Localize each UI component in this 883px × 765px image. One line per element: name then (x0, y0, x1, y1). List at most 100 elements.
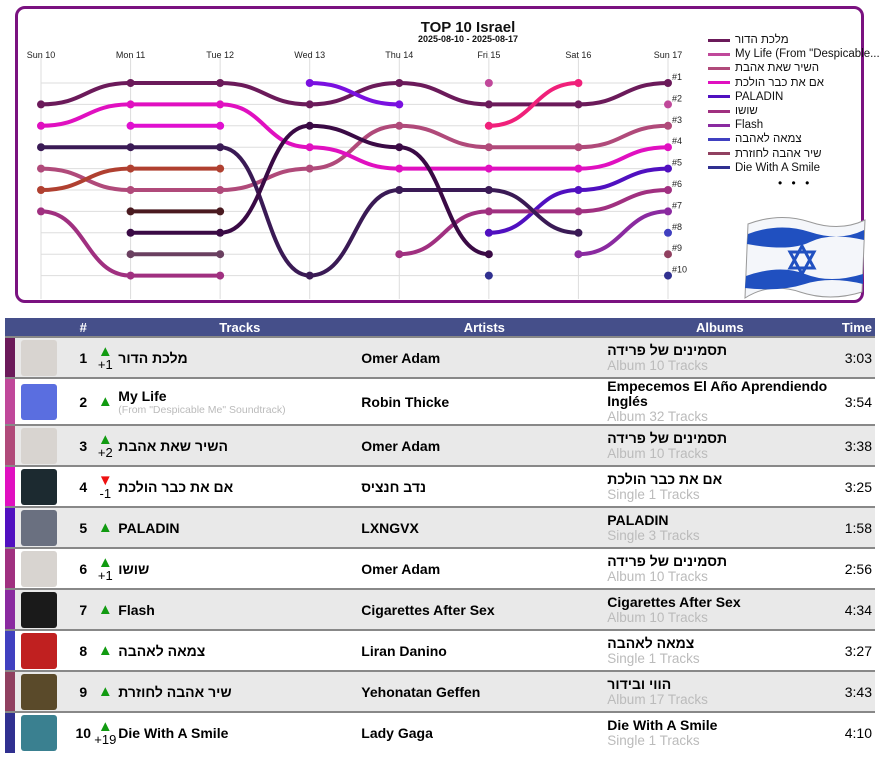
series-line (486, 81, 581, 128)
legend-item[interactable]: צמאה לאהבה (708, 132, 880, 146)
track-time: 3:25 (832, 465, 875, 507)
album-cover[interactable] (21, 591, 57, 628)
artist-name[interactable]: Omer Adam (361, 547, 608, 589)
track-title[interactable]: Flash (118, 601, 155, 618)
table-row[interactable]: 5 ▲ PALADIN LXNGVX PALADIN Single 3 Track… (5, 506, 875, 548)
data-point (574, 228, 583, 237)
legend-swatch (708, 81, 730, 85)
artist-name[interactable]: Liran Danino (361, 629, 608, 671)
album-title[interactable]: Die With A Smile (607, 717, 718, 733)
album-cover[interactable] (21, 427, 57, 464)
artist-name[interactable]: LXNGVX (361, 506, 608, 548)
artist-name[interactable]: Lady Gaga (361, 711, 608, 753)
table-row[interactable]: 6 ▲ +1 שושו Omer Adam תסמינים של פרידה Alb… (5, 547, 875, 589)
chart-legend: מלכת הדור My Life (From "Despicable... השי… (708, 33, 880, 175)
track-time: 3:27 (832, 629, 875, 671)
track-time: 4:34 (832, 588, 875, 630)
artist-name[interactable]: נדב חנציס (361, 465, 608, 507)
album-title[interactable]: הווי ובידור (607, 675, 672, 692)
color-strip (5, 711, 15, 753)
legend-more[interactable]: • • • (778, 176, 813, 190)
artist-name[interactable]: Yehonatan Geffen (361, 670, 608, 712)
table-row[interactable]: 2 ▲ My Life (From "Despicable Me" Soundtr… (5, 377, 875, 425)
track-title[interactable]: אם את כבר הולכת (118, 478, 234, 495)
artist-name[interactable]: Omer Adam (361, 424, 608, 466)
album-cover[interactable] (21, 550, 57, 587)
legend-label: שיר אהבה לחוזרת (735, 147, 822, 160)
album-title[interactable]: צמאה לאהבה (607, 634, 695, 651)
album-title[interactable]: תסמינים של פרידה (607, 429, 728, 446)
rank: 10 (74, 711, 93, 753)
artist-name[interactable]: Robin Thicke (361, 377, 608, 425)
artist-name[interactable]: Omer Adam (361, 336, 608, 378)
legend-item[interactable]: אם את כבר הולכת (708, 76, 880, 90)
table-row[interactable]: 10 ▲ +19 Die With A Smile Lady Gaga Die W… (5, 711, 875, 753)
album-cover[interactable] (21, 468, 57, 505)
data-point (126, 207, 135, 216)
table-row[interactable]: 7 ▲ Flash Cigarettes After Sex Cigarette… (5, 588, 875, 630)
album-cover[interactable] (21, 509, 57, 546)
rank: 5 (74, 506, 93, 548)
legend-label: Die With A Smile (735, 161, 820, 174)
track-title[interactable]: שיר אהבה לחוזרת (118, 683, 232, 700)
data-point (664, 271, 672, 280)
table-row[interactable]: 1 ▲ +1 מלכת הדור Omer Adam תסמינים של פרי… (5, 336, 875, 378)
legend-item[interactable]: PALADIN (708, 90, 880, 104)
chart-title: TOP 10 Israel (421, 19, 516, 36)
legend-item[interactable]: שיר אהבה לחוזרת (708, 147, 880, 161)
table-row[interactable]: 8 ▲ צמאה לאהבה Liran Danino צמאה לאהבה Si… (5, 629, 875, 671)
track-title[interactable]: מלכת הדור (118, 349, 188, 366)
album-info: Album 10 Tracks (607, 357, 708, 373)
legend-item[interactable]: My Life (From "Despicable... (708, 47, 880, 61)
track-title[interactable]: PALADIN (118, 519, 180, 536)
table-row[interactable]: 3 ▲ +2 השיר שאת אהבת Omer Adam תסמינים של… (5, 424, 875, 466)
table-row[interactable]: 4 ▼ -1 אם את כבר הולכת נדב חנציס אם את כב… (5, 465, 875, 507)
album-cover[interactable] (21, 715, 57, 751)
arrow-up-icon: ▲ (97, 683, 113, 700)
rank: 6 (74, 547, 93, 589)
header-artists[interactable]: Artists (361, 318, 608, 337)
data-point (37, 164, 45, 173)
data-point (395, 143, 404, 152)
album-title[interactable]: תסמינים של פרידה (607, 341, 728, 358)
header-time[interactable]: Time (832, 318, 875, 337)
album-cover[interactable] (21, 383, 57, 420)
track-title[interactable]: My Life (118, 387, 167, 404)
album-cover[interactable] (21, 673, 57, 710)
track-title[interactable]: צמאה לאהבה (118, 642, 206, 659)
legend-item[interactable]: שושו (708, 104, 880, 118)
table-row[interactable]: 9 ▲ שיר אהבה לחוזרת Yehonatan Geffen הוו… (5, 670, 875, 712)
x-tick-label: Sun 17 (654, 50, 683, 60)
header-num[interactable]: # (74, 318, 93, 337)
header-tracks[interactable]: Tracks (118, 318, 362, 337)
track-title[interactable]: שושו (118, 560, 150, 577)
album-title[interactable]: PALADIN (607, 511, 669, 528)
data-point (574, 143, 583, 152)
album-title[interactable]: Empecemos El Año Aprendiendo Inglés (607, 378, 828, 409)
data-point (664, 207, 672, 216)
series-line (39, 102, 670, 171)
legend-item[interactable]: Flash (708, 118, 880, 132)
track-title[interactable]: Die With A Smile (118, 725, 229, 741)
arrow-down-icon: ▼ (97, 471, 113, 489)
rank: 7 (74, 588, 93, 630)
track-title[interactable]: השיר שאת אהבת (118, 437, 228, 454)
legend-item[interactable]: השיר שאת אהבת (708, 61, 880, 75)
album-title[interactable]: אם את כבר הולכת (607, 470, 723, 487)
album-title[interactable]: תסמינים של פרידה (607, 552, 728, 569)
artist-name[interactable]: Cigarettes After Sex (361, 588, 608, 630)
arrow-up-icon: ▲ (97, 519, 113, 536)
rank-change: +2 (97, 444, 113, 460)
rank-label: #9 (672, 243, 682, 253)
legend-item[interactable]: Die With A Smile (708, 161, 880, 175)
album-title[interactable]: Cigarettes After Sex (607, 593, 741, 610)
x-tick-label: Sat 16 (565, 50, 591, 60)
header-albums[interactable]: Albums (607, 318, 833, 337)
legend-label: מלכת הדור (735, 34, 789, 46)
album-cover[interactable] (21, 339, 57, 376)
legend-item[interactable]: מלכת הדור (708, 33, 880, 47)
legend-label: PALADIN (735, 90, 784, 103)
album-cover[interactable] (21, 632, 57, 669)
series-line (576, 209, 670, 257)
